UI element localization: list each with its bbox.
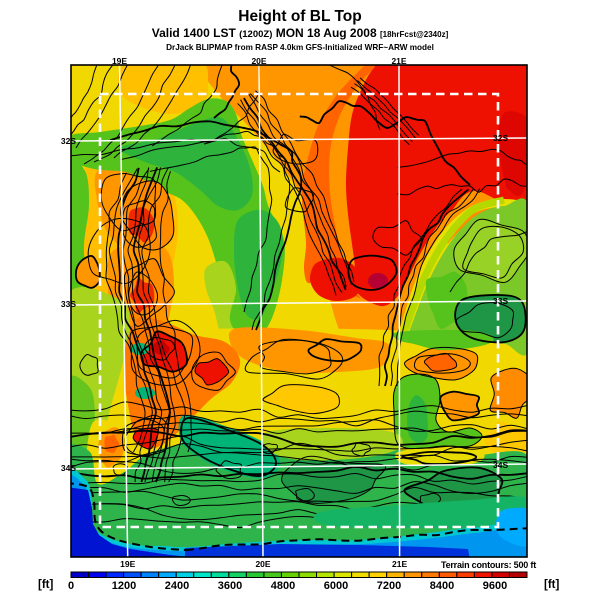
svg-text:1200: 1200	[112, 580, 136, 592]
svg-text:19E: 19E	[112, 56, 127, 66]
svg-text:32S: 32S	[61, 136, 76, 146]
svg-text:33S: 33S	[493, 296, 508, 306]
svg-text:20E: 20E	[251, 56, 266, 66]
svg-text:34S: 34S	[61, 463, 76, 473]
svg-text:[ft]: [ft]	[544, 579, 559, 591]
svg-text:33S: 33S	[61, 299, 76, 309]
svg-text:4800: 4800	[271, 580, 295, 592]
svg-text:20E: 20E	[255, 559, 270, 569]
svg-text:Valid 1400 LST (1200Z) MON 18: Valid 1400 LST (1200Z) MON 18 Aug 2008 […	[152, 26, 449, 40]
svg-text:8400: 8400	[430, 580, 454, 592]
svg-text:34S: 34S	[493, 460, 508, 470]
svg-text:Terrain contours: 500 ft: Terrain contours: 500 ft	[441, 560, 536, 570]
svg-text:2400: 2400	[165, 580, 189, 592]
svg-text:21E: 21E	[392, 559, 407, 569]
svg-text:32S: 32S	[493, 133, 508, 143]
svg-text:9600: 9600	[483, 580, 507, 592]
svg-text:21E: 21E	[391, 56, 406, 66]
svg-text:19E: 19E	[120, 559, 135, 569]
svg-text:[ft]: [ft]	[38, 579, 53, 591]
svg-text:Height of BL Top: Height of BL Top	[238, 8, 361, 25]
svg-text:3600: 3600	[218, 580, 242, 592]
svg-text:7200: 7200	[377, 580, 401, 592]
svg-text:0: 0	[68, 580, 74, 592]
svg-text:DrJack BLIPMAP from RASP 4.0km: DrJack BLIPMAP from RASP 4.0km GFS-Initi…	[166, 43, 434, 52]
svg-text:6000: 6000	[324, 580, 348, 592]
